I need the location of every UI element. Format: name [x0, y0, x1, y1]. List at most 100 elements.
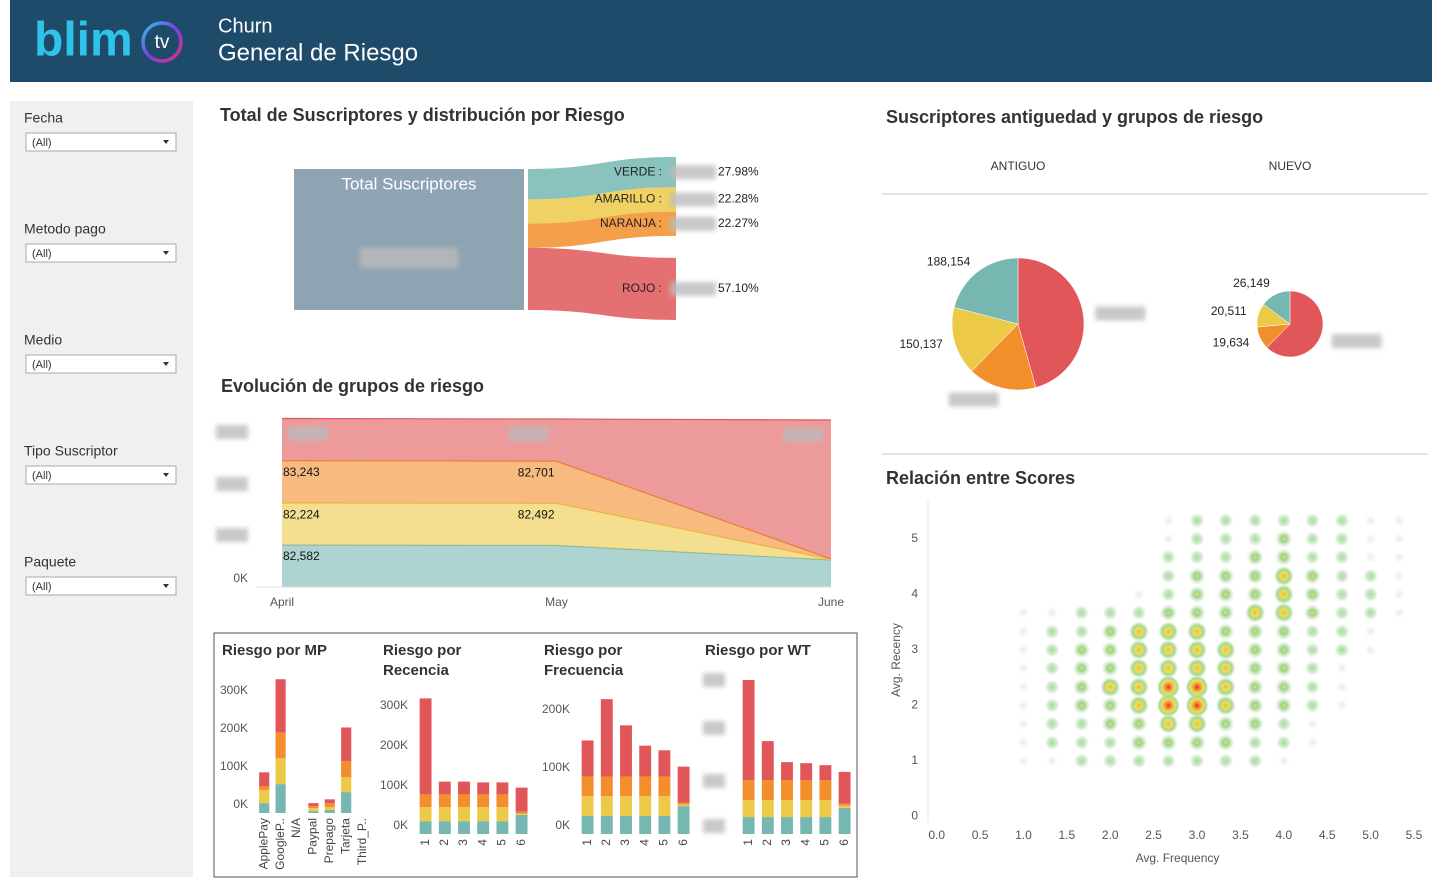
redacted-value — [1331, 334, 1382, 349]
score-dot — [1102, 735, 1118, 751]
bar-segment — [324, 806, 335, 810]
score-dot — [1102, 605, 1118, 621]
score-dot — [1392, 514, 1406, 527]
score-dot — [1160, 549, 1176, 565]
score-dot — [1276, 716, 1292, 732]
x-tick-label: 2 — [437, 839, 451, 846]
score-dot — [1102, 753, 1118, 769]
dropdown-arrow[interactable] — [163, 140, 169, 144]
redacted-value — [703, 774, 725, 788]
filter-value[interactable]: (All) — [32, 470, 52, 482]
bar-segment — [458, 807, 470, 822]
bar-segment — [259, 772, 270, 787]
bar-segment — [639, 815, 652, 834]
area-band — [282, 418, 831, 560]
x-tick-label: 4 — [475, 839, 489, 846]
score-dot — [1044, 623, 1060, 640]
score-dot — [1131, 753, 1147, 769]
dropdown-arrow[interactable] — [163, 584, 169, 588]
dropdown-arrow[interactable] — [163, 251, 169, 255]
bar-segment — [761, 780, 774, 801]
score-dot — [1074, 623, 1090, 640]
score-dot — [1246, 659, 1265, 678]
filter-panel — [10, 101, 193, 877]
x-tick-label: 2.0 — [1102, 828, 1119, 842]
x-tick-label: 2 — [760, 839, 774, 846]
chart-title: Riesgo por Frecuencia — [544, 642, 627, 679]
y-tick-label: 200K — [220, 721, 248, 735]
filter-value[interactable]: (All) — [32, 137, 52, 149]
score-dot — [1246, 622, 1265, 641]
pie-slice — [1266, 290, 1324, 358]
score-dot — [1306, 717, 1319, 731]
bar-segment — [438, 821, 451, 834]
bar-segment — [308, 806, 319, 809]
header-subtitle: General de Riesgo — [218, 39, 418, 66]
pie-label: 150,137 — [899, 337, 943, 351]
x-tick-label: 0.0 — [928, 828, 945, 842]
y-tick-label: 0K — [233, 571, 248, 585]
filter-dropdown[interactable] — [25, 354, 177, 374]
x-tick-label: 1.0 — [1015, 828, 1032, 842]
filter-dropdown[interactable] — [25, 243, 177, 263]
x-tick-label: 1.5 — [1059, 828, 1076, 842]
score-dot — [1189, 753, 1205, 769]
chart-title: Suscriptores antiguedad y grupos de ries… — [886, 107, 1263, 127]
y-tick-label: 3 — [911, 642, 918, 656]
logo-badge-ring — [141, 21, 183, 63]
chart-title: Relación entre Scores — [886, 468, 1075, 488]
bar-segment — [838, 805, 851, 808]
y-tick-label: 0K — [555, 818, 570, 832]
area-band — [282, 460, 831, 560]
redacted-value — [703, 819, 725, 833]
score-dot — [1017, 661, 1030, 675]
x-tick-label: April — [270, 595, 294, 609]
score-dot — [1218, 512, 1234, 529]
filter-dropdown[interactable] — [25, 576, 177, 596]
redacted-value — [216, 528, 248, 542]
score-dot — [1185, 675, 1209, 699]
score-dot — [1100, 676, 1121, 698]
x-tick-label: 3 — [456, 839, 470, 846]
redacted-value — [670, 281, 716, 296]
score-dot — [1334, 531, 1350, 547]
score-dot — [1334, 512, 1350, 529]
pie-header: NUEVO — [1269, 159, 1312, 173]
score-dot — [1362, 568, 1379, 584]
filter-value[interactable]: (All) — [32, 359, 52, 371]
bar-segment — [742, 817, 755, 834]
dropdown-arrow[interactable] — [163, 473, 169, 477]
score-dot — [1304, 660, 1321, 676]
x-tick-label: N/A — [289, 818, 303, 838]
bar-segment — [658, 750, 671, 777]
score-dot — [1188, 733, 1206, 752]
score-dot — [1273, 584, 1295, 605]
x-tick-label: GoogleP.. — [273, 818, 287, 870]
flow-label: VERDE : — [614, 164, 662, 178]
bar-segment — [838, 803, 851, 806]
score-dot — [1334, 642, 1350, 658]
score-dot — [1156, 693, 1180, 717]
x-tick-label: Prepago — [322, 818, 336, 864]
bar-segment — [819, 800, 832, 818]
bar-segment — [677, 766, 690, 803]
pie-label: 188,154 — [927, 254, 971, 268]
y-tick-label: 200K — [542, 702, 570, 716]
score-dot — [1044, 642, 1060, 658]
score-dot — [1017, 736, 1030, 749]
y-tick-label: 2 — [911, 698, 918, 712]
redacted-value — [703, 721, 725, 735]
bar-segment — [515, 813, 528, 815]
filter-label: Paquete — [24, 554, 76, 570]
x-tick-label: 5.0 — [1362, 828, 1379, 842]
score-dot — [1247, 512, 1263, 529]
bar-segment — [639, 796, 652, 816]
filter-dropdown[interactable] — [25, 132, 177, 152]
score-dot — [1334, 605, 1350, 621]
dropdown-arrow[interactable] — [163, 362, 169, 366]
filter-value[interactable]: (All) — [32, 581, 52, 593]
score-dot — [1128, 639, 1150, 661]
filter-dropdown[interactable] — [25, 465, 177, 485]
filter-value[interactable]: (All) — [32, 248, 52, 260]
score-dot — [1072, 696, 1091, 715]
